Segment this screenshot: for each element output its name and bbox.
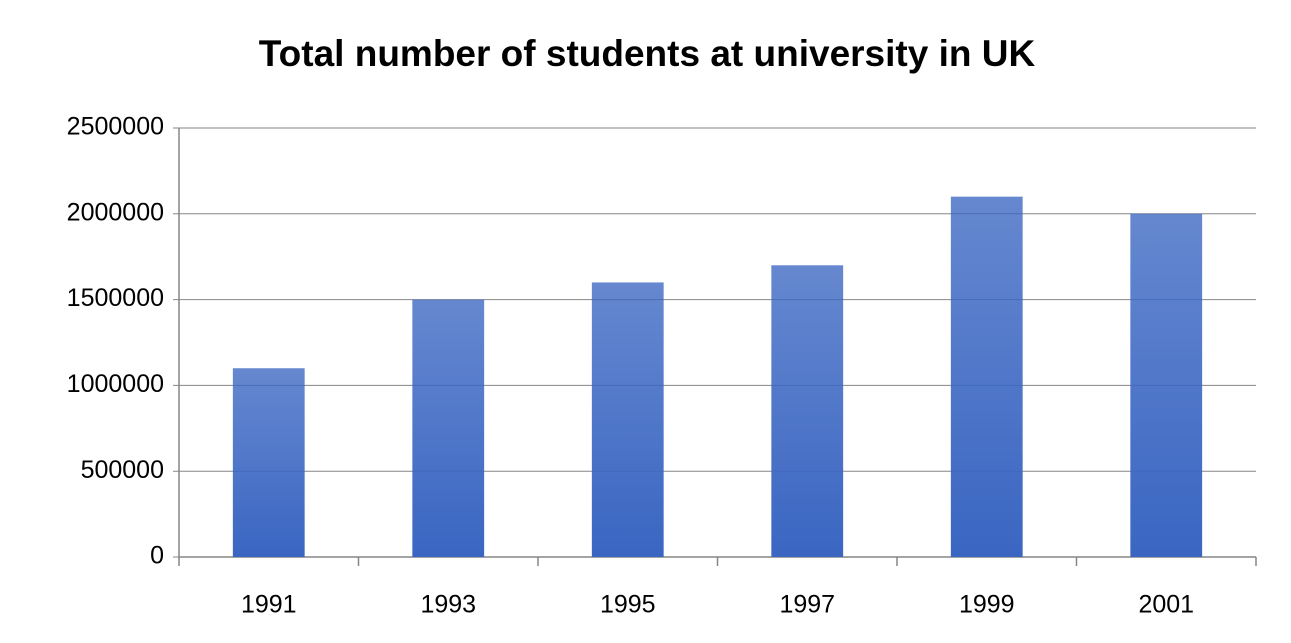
chart-title: Total number of students at university i… (259, 33, 1036, 74)
y-tick-label: 2500000 (67, 113, 164, 141)
bar (771, 265, 844, 557)
x-tick-label: 1991 (241, 591, 297, 619)
y-tick-label: 1500000 (67, 284, 164, 312)
bar (232, 368, 305, 557)
y-tick-label: 2000000 (67, 198, 164, 226)
y-tick-label: 1000000 (67, 370, 164, 398)
x-tick-label: 2001 (1138, 591, 1194, 619)
x-tick-label: 1997 (779, 591, 835, 619)
bar (591, 282, 664, 557)
bar (412, 299, 485, 557)
x-tick-label: 1993 (420, 591, 476, 619)
x-tick-label: 1995 (600, 591, 656, 619)
y-tick-label: 500000 (81, 456, 164, 484)
bar (1130, 213, 1203, 558)
y-tick-label: 0 (150, 542, 164, 570)
x-tick-label: 1999 (959, 591, 1015, 619)
bar (950, 196, 1023, 557)
